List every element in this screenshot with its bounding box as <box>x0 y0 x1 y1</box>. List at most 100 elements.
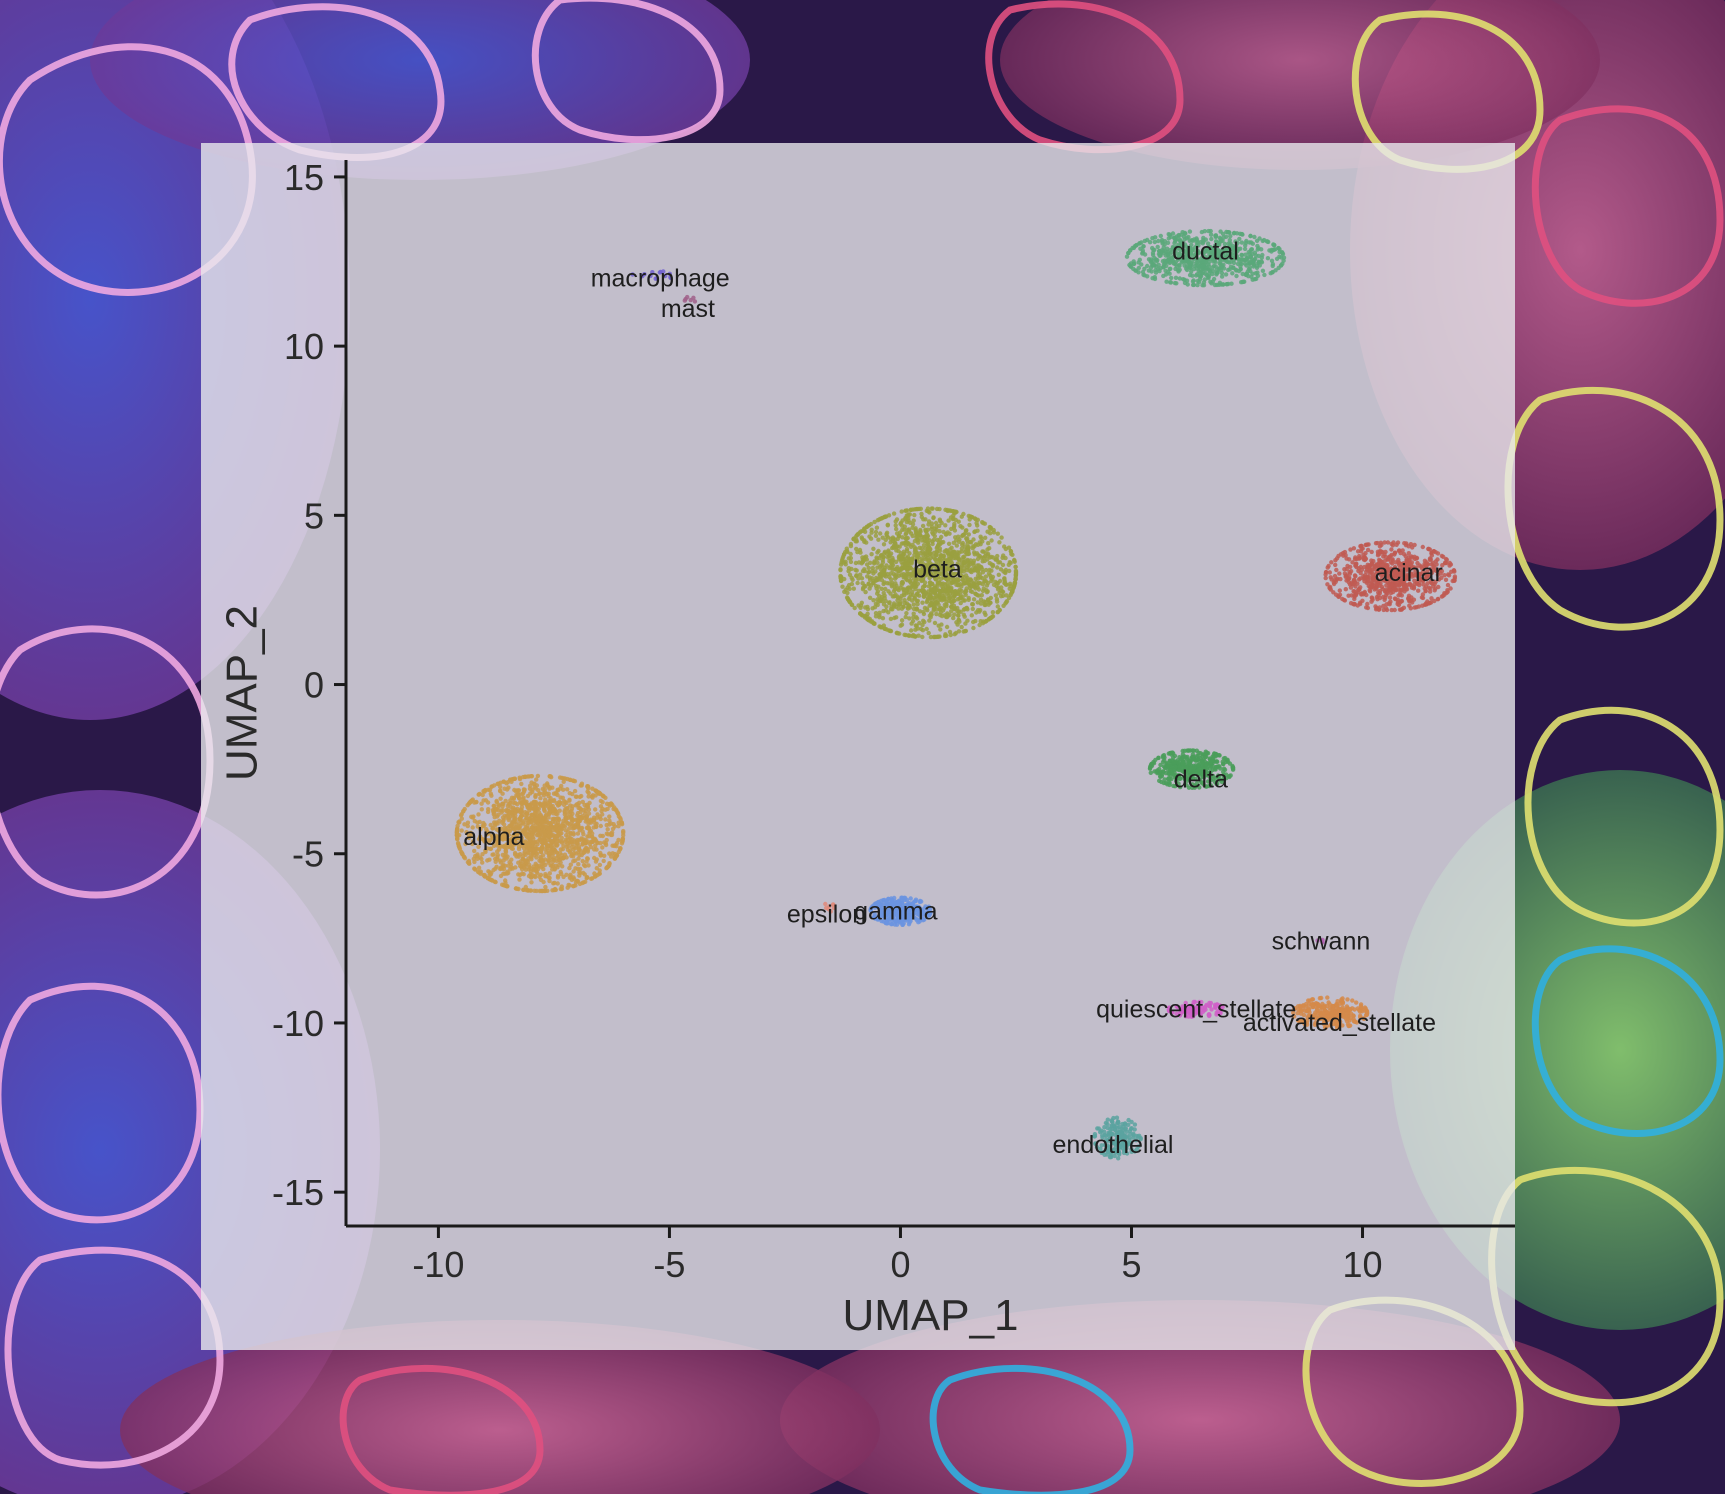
data-point <box>903 573 908 578</box>
data-point <box>519 781 524 787</box>
data-point <box>577 852 582 858</box>
data-point <box>924 626 929 632</box>
data-point <box>581 870 586 876</box>
data-point <box>1334 567 1339 573</box>
data-point <box>528 791 533 796</box>
data-point <box>546 860 551 865</box>
data-point <box>907 529 912 534</box>
data-point <box>465 823 470 829</box>
data-point <box>894 526 899 532</box>
data-point <box>1277 254 1282 259</box>
data-point <box>999 585 1004 590</box>
data-point <box>944 603 949 609</box>
data-point <box>525 811 530 817</box>
data-point <box>513 789 519 794</box>
data-point <box>565 787 570 792</box>
data-point <box>981 555 986 560</box>
data-point <box>1006 562 1011 567</box>
data-point <box>545 804 551 809</box>
data-point <box>494 798 499 804</box>
data-point <box>1155 244 1160 250</box>
data-point <box>888 616 894 622</box>
data-point <box>1008 549 1014 554</box>
data-point <box>892 573 898 578</box>
data-point <box>920 588 925 594</box>
data-point <box>1442 592 1447 597</box>
data-point <box>871 571 876 576</box>
data-point <box>1331 580 1337 585</box>
data-point <box>1429 553 1435 558</box>
data-point <box>1370 597 1375 602</box>
data-point <box>535 773 541 779</box>
data-point <box>937 607 943 612</box>
data-point <box>963 530 968 536</box>
data-point <box>986 551 991 557</box>
data-point <box>538 814 544 819</box>
data-point <box>1262 272 1267 278</box>
data-point <box>1230 766 1236 771</box>
data-point <box>1336 594 1341 599</box>
data-point <box>547 871 552 876</box>
data-point <box>902 551 907 557</box>
data-point <box>1260 252 1265 258</box>
data-point <box>859 576 865 581</box>
data-point <box>598 823 603 829</box>
data-point <box>1402 541 1407 546</box>
data-point <box>517 872 523 878</box>
data-point <box>534 855 539 860</box>
data-point <box>547 809 552 815</box>
data-point <box>1013 568 1019 573</box>
data-point <box>876 548 881 554</box>
data-point <box>575 831 581 836</box>
data-point <box>1191 278 1196 283</box>
data-point <box>600 812 605 817</box>
data-point <box>1383 589 1388 594</box>
data-point <box>488 846 494 851</box>
data-point <box>529 813 535 818</box>
data-point <box>958 524 963 529</box>
data-point <box>580 858 585 864</box>
data-point <box>988 525 994 531</box>
data-point <box>925 598 930 604</box>
data-point <box>877 564 883 569</box>
data-point <box>1225 759 1231 764</box>
data-point <box>971 625 976 631</box>
data-point <box>1179 232 1184 237</box>
data-point <box>471 814 476 819</box>
data-point <box>490 826 495 831</box>
data-point <box>1234 273 1239 279</box>
data-point <box>483 849 488 855</box>
data-point <box>585 818 590 823</box>
data-point <box>1150 276 1155 281</box>
data-point <box>1248 233 1253 239</box>
data-point <box>1325 582 1330 587</box>
data-point <box>586 784 591 789</box>
data-point <box>981 549 986 554</box>
data-point <box>1257 236 1262 241</box>
data-point <box>585 856 590 861</box>
data-point <box>975 608 981 613</box>
data-point <box>913 526 918 531</box>
data-point <box>495 849 500 854</box>
data-point <box>505 844 511 850</box>
data-point <box>605 827 610 832</box>
data-point <box>1246 274 1251 279</box>
data-point <box>1327 570 1333 575</box>
data-point <box>528 836 533 841</box>
data-point <box>520 820 526 825</box>
data-point <box>599 808 604 814</box>
data-point <box>975 523 980 528</box>
data-point <box>1148 770 1154 775</box>
data-point <box>621 830 626 835</box>
data-point <box>489 870 494 875</box>
data-point <box>1395 540 1401 545</box>
data-point <box>1353 592 1359 598</box>
data-point <box>971 584 977 589</box>
data-point <box>883 598 888 604</box>
data-point <box>537 817 542 822</box>
data-point <box>472 848 477 854</box>
data-point <box>1443 560 1448 566</box>
data-point <box>495 843 500 848</box>
data-point <box>503 798 508 804</box>
data-point <box>978 619 983 624</box>
